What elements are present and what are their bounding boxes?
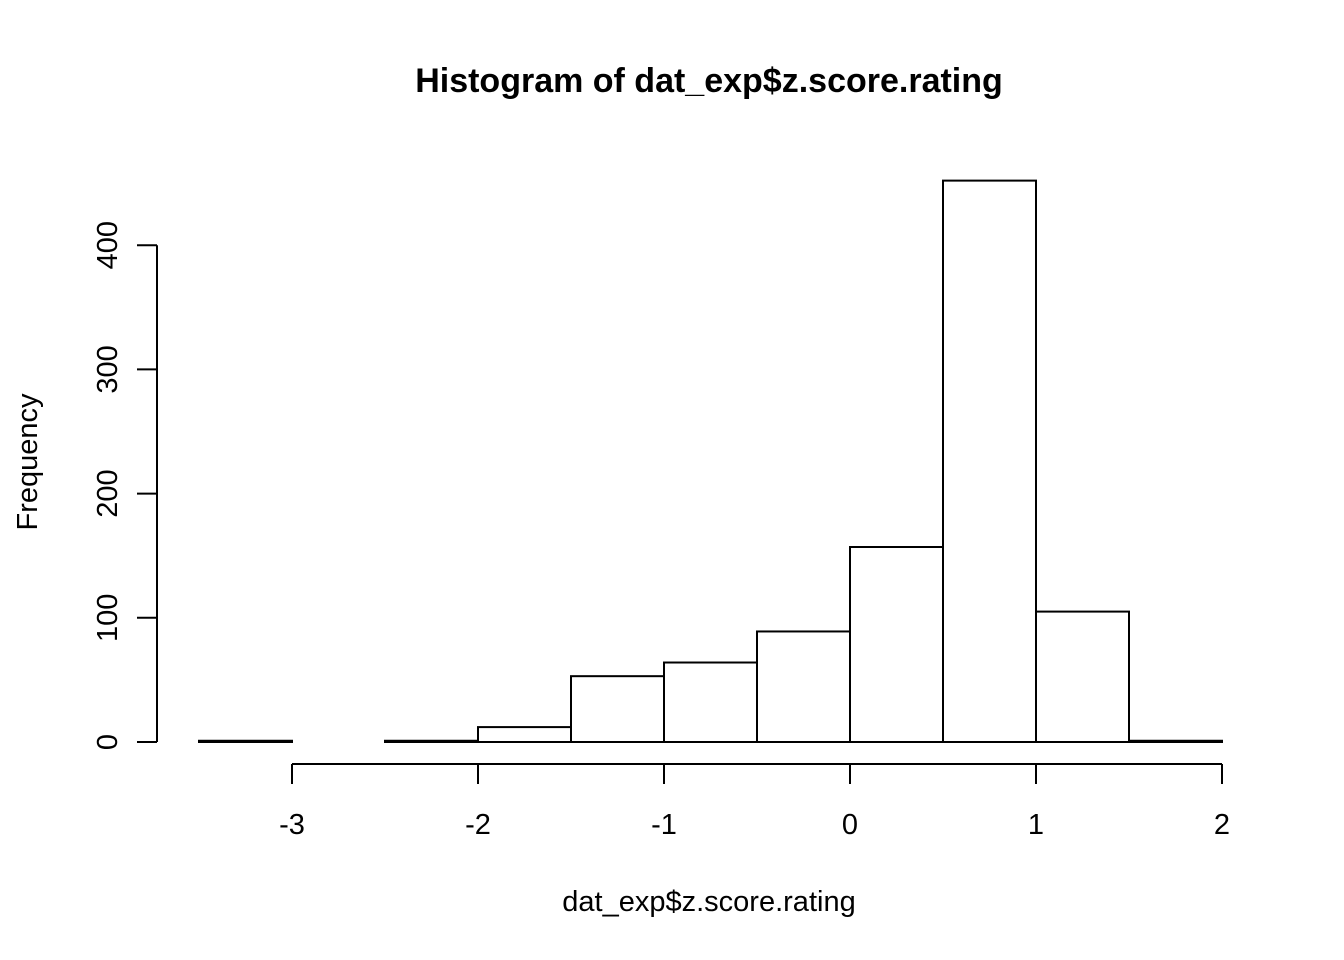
histogram-bar (477, 726, 572, 744)
x-tick-label: -2 (465, 809, 491, 841)
x-tick-label: -1 (651, 809, 677, 841)
x-axis: -3 -2 -1 0 1 2 (279, 763, 1230, 841)
x-tick-label: 0 (842, 809, 858, 841)
histogram-bar (663, 661, 758, 744)
histogram-bar (942, 179, 1037, 743)
y-tick-label: 200 (92, 469, 124, 517)
y-axis: 0 100 200 300 400 (92, 221, 158, 750)
y-axis-label: Frequency (12, 393, 44, 531)
chart-title: Histogram of dat_exp$z.score.rating (415, 62, 1003, 100)
histogram-bar (1128, 739, 1223, 743)
histogram-bar (198, 739, 293, 743)
y-tick-label: 300 (92, 345, 124, 393)
histogram-bar (756, 630, 851, 743)
bars-group (198, 179, 1223, 744)
y-tick-label: 0 (92, 734, 124, 750)
histogram-bar (849, 546, 944, 743)
histogram-bar (1035, 610, 1130, 744)
x-axis-label: dat_exp$z.score.rating (562, 886, 855, 918)
y-tick-label: 100 (92, 594, 124, 642)
y-tick-label: 400 (92, 221, 124, 269)
x-tick-label: 2 (1214, 809, 1230, 841)
histogram-bar (570, 675, 665, 744)
x-tick-label: 1 (1028, 809, 1044, 841)
x-tick-label: -3 (279, 809, 305, 841)
histogram-bar (384, 739, 479, 743)
